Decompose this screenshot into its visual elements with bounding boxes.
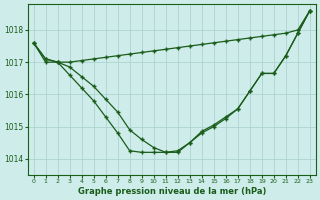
- X-axis label: Graphe pression niveau de la mer (hPa): Graphe pression niveau de la mer (hPa): [77, 187, 266, 196]
